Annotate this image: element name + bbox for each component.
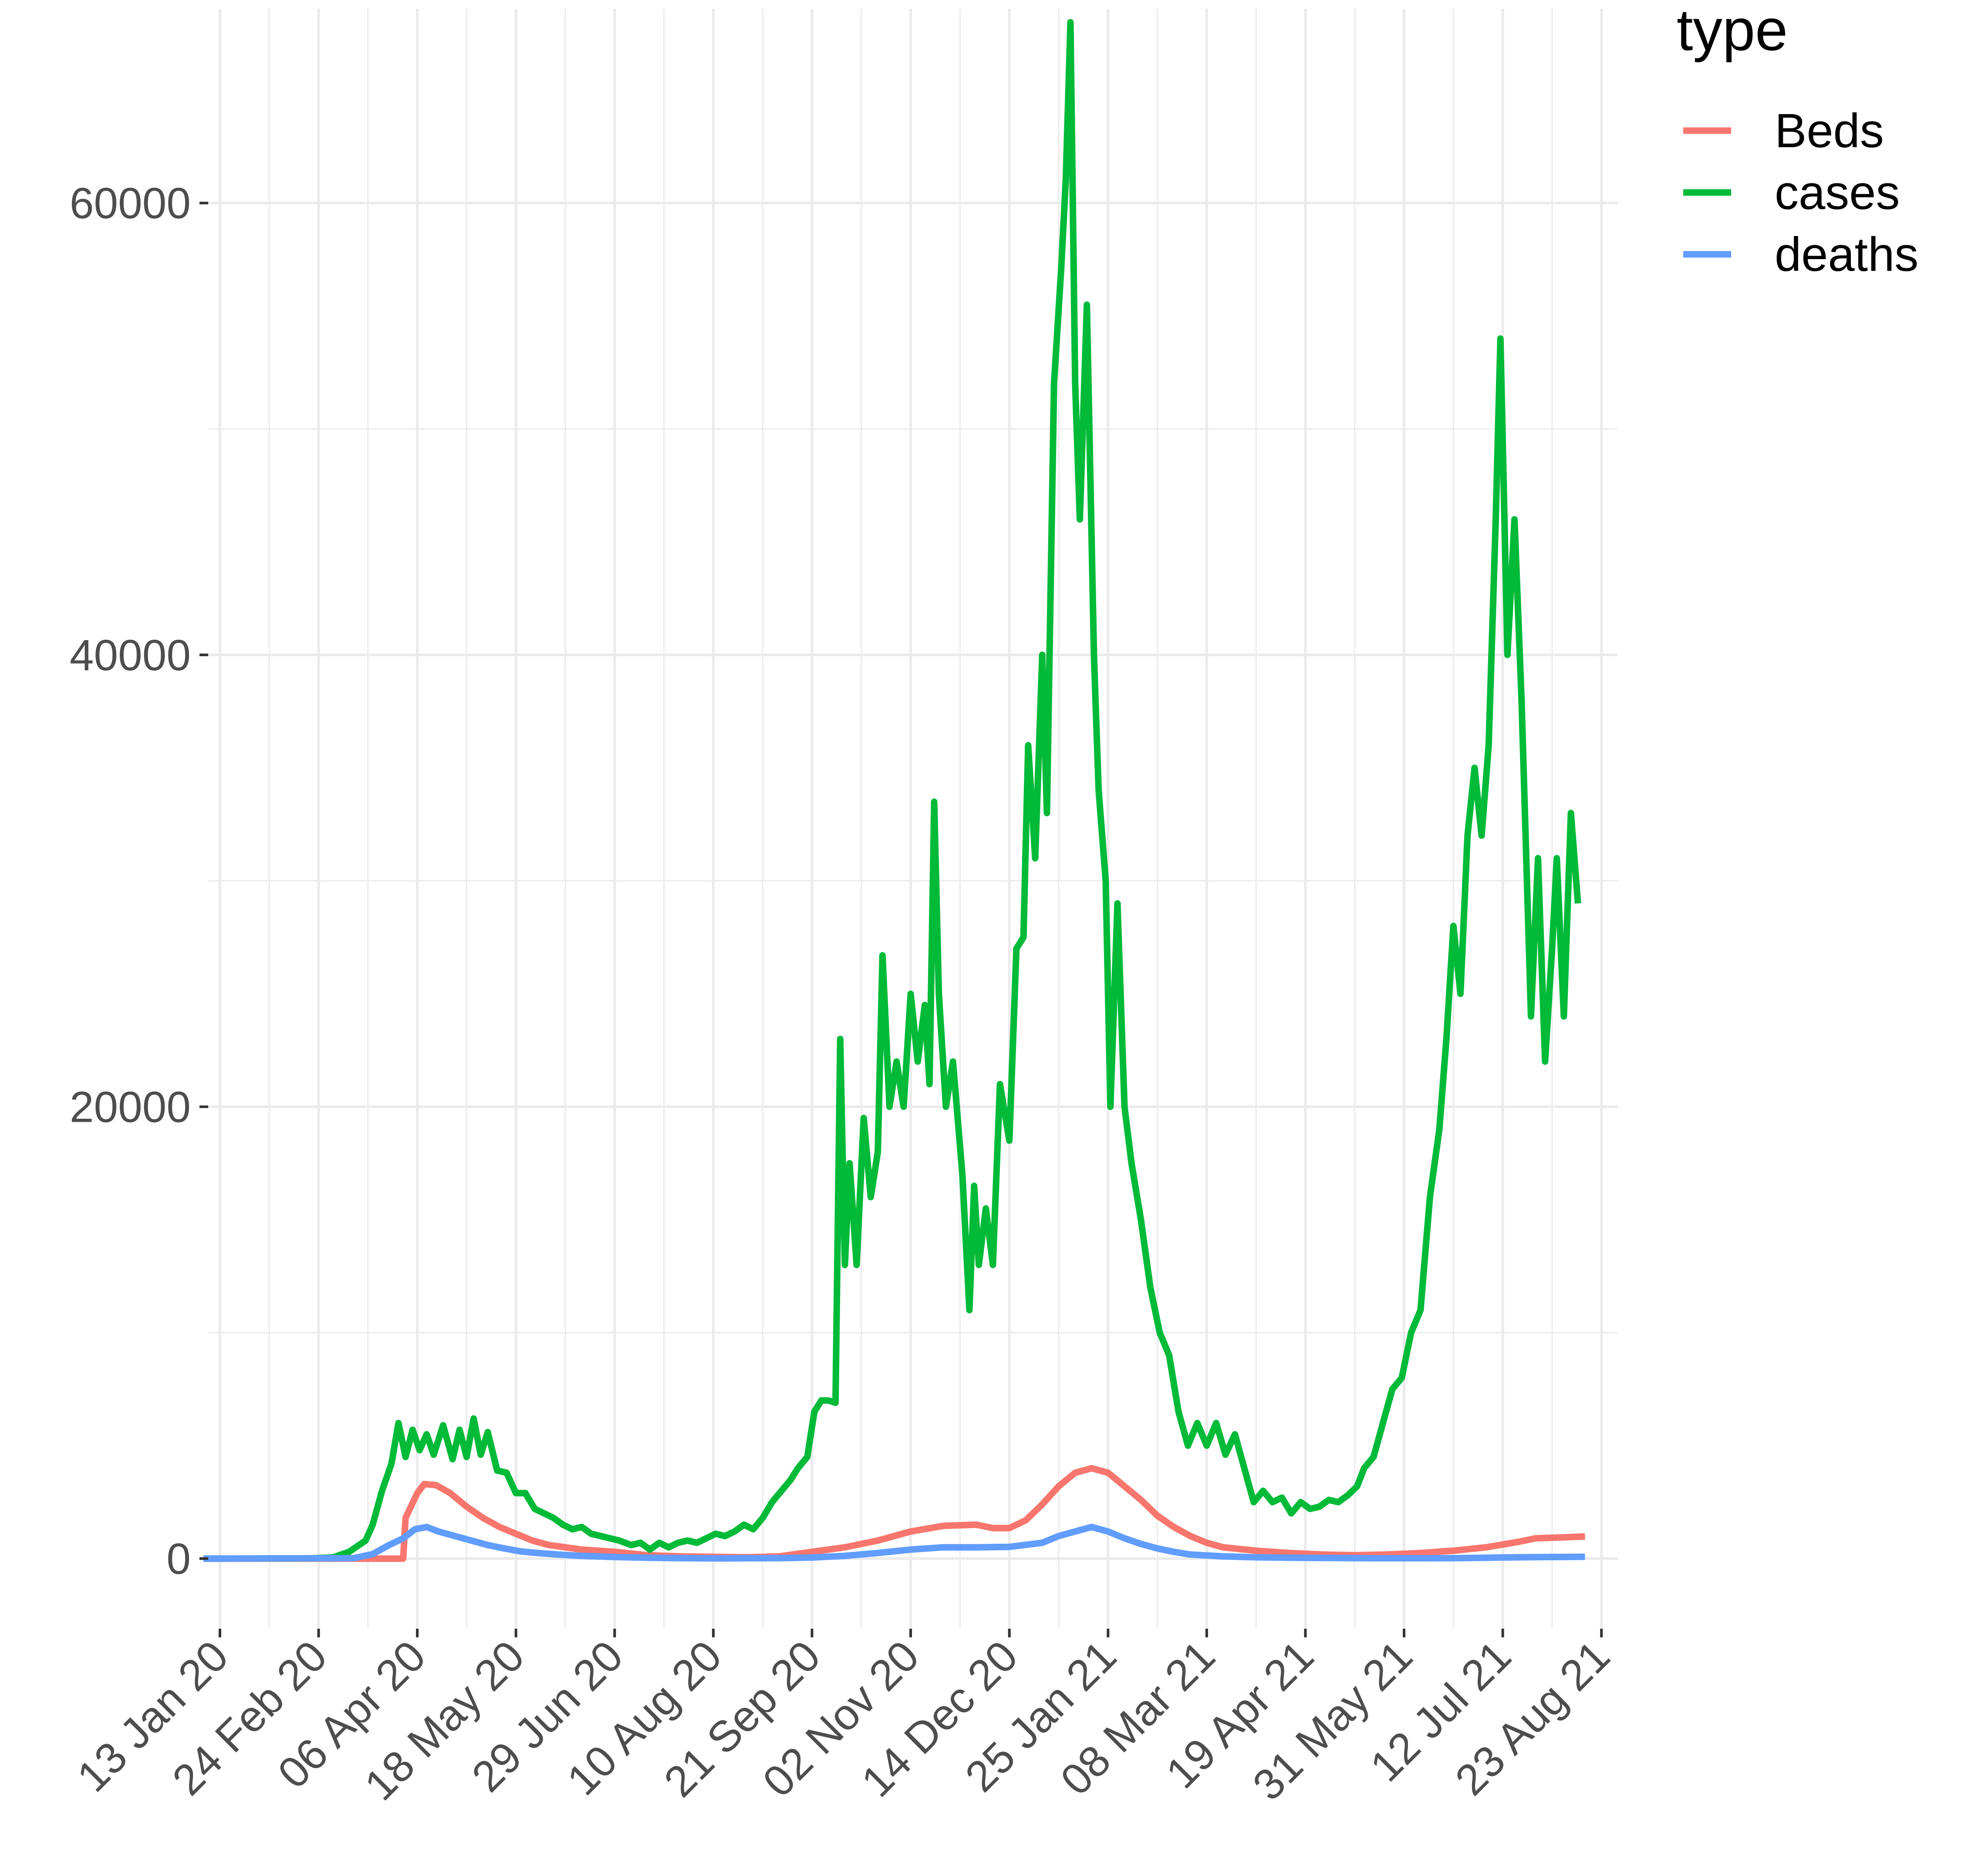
y-tick-label: 60000: [70, 179, 191, 228]
series-line-cases: [203, 19, 1581, 1562]
series-line-deaths: [203, 1524, 1585, 1562]
legend-label-deaths: deaths: [1775, 228, 1918, 281]
legend-label-cases: cases: [1775, 166, 1900, 219]
y-axis: 0 20000 40000 60000: [70, 179, 208, 1583]
legend-label-beds: Beds: [1775, 104, 1884, 158]
legend: type Beds cases deaths: [1677, 0, 1918, 281]
legend-entries: Beds cases deaths: [1683, 104, 1918, 281]
series-lines: [203, 19, 1585, 1562]
legend-title: type: [1677, 0, 1788, 63]
major-gridlines: [208, 9, 1618, 1629]
y-tick-label: 20000: [70, 1083, 191, 1132]
y-tick-label: 0: [166, 1535, 191, 1583]
y-tick-label: 40000: [70, 631, 191, 680]
